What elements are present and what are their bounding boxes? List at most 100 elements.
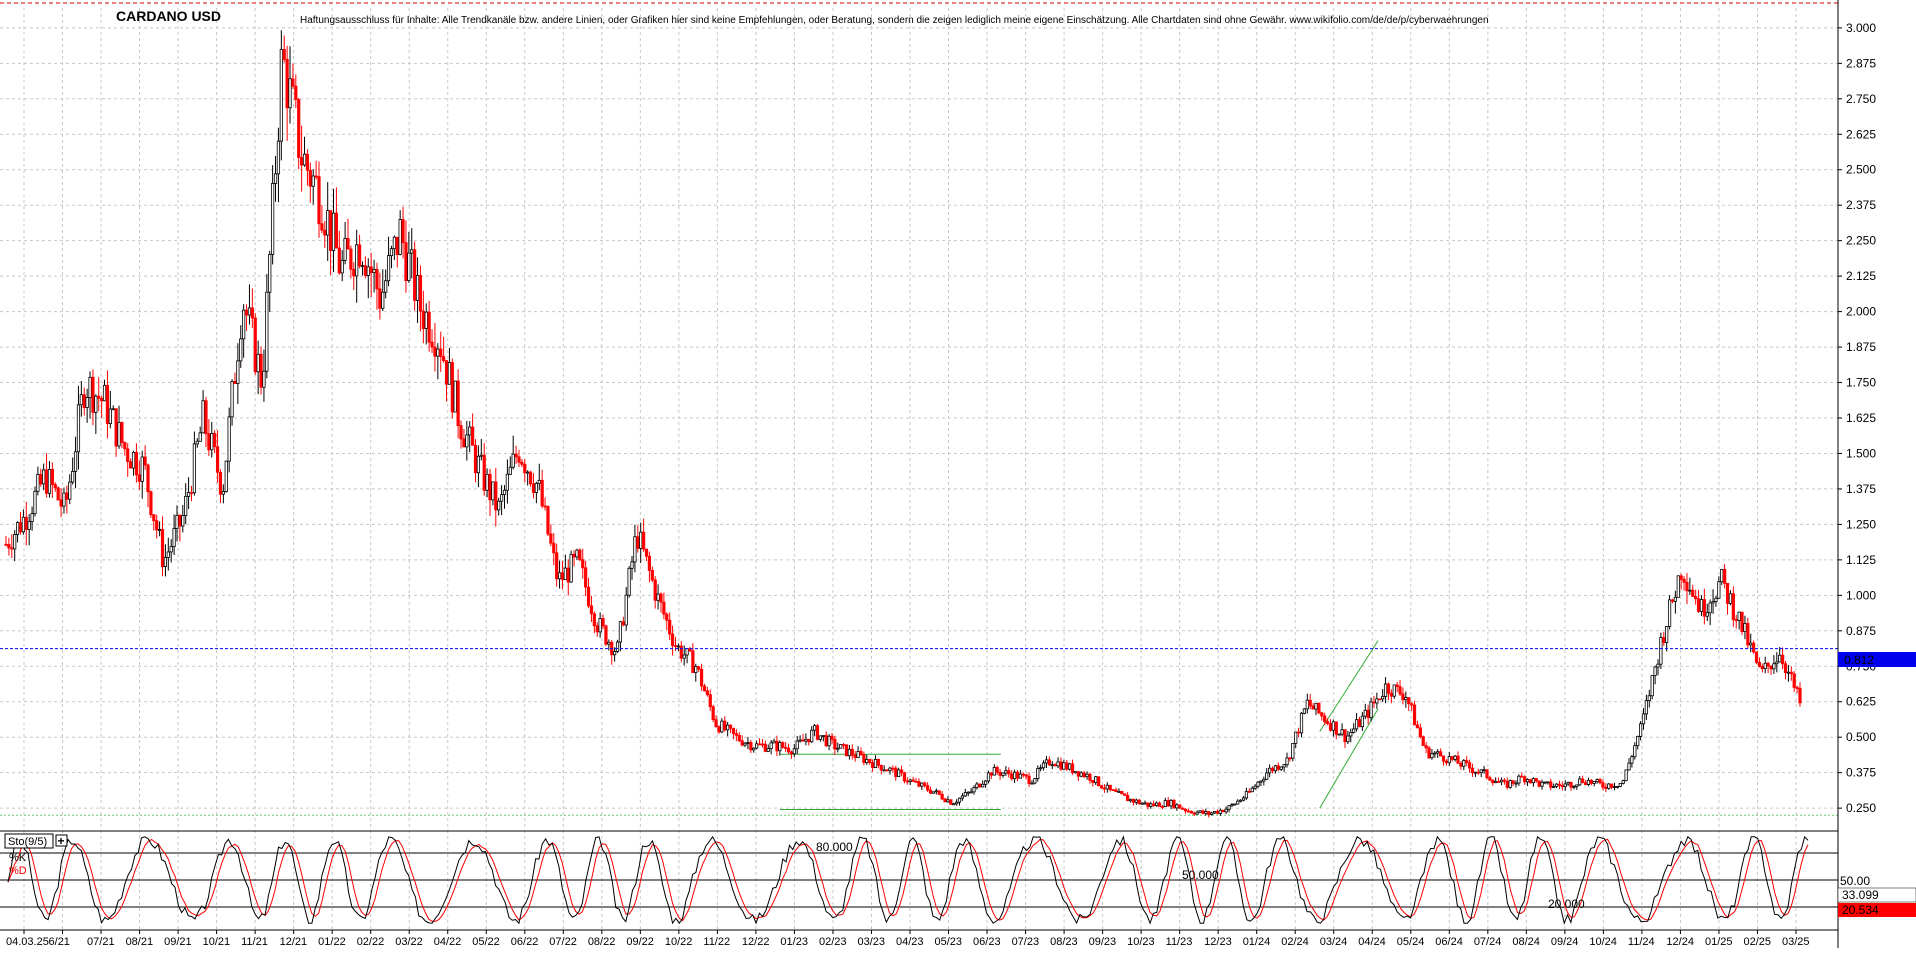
candle-body [1343,729,1347,743]
candle-body [940,793,944,800]
channel-line [1319,640,1379,732]
candle-body [352,268,356,277]
candle-body [1717,581,1721,599]
candle-body [62,492,66,507]
candle-body [711,706,715,720]
candle-body [1644,700,1648,715]
candle-body [1010,773,1014,780]
candle-body [1372,701,1376,704]
candle-body [630,561,634,569]
candle-body [224,460,228,492]
candle-body [111,408,115,411]
candle-body [1607,783,1611,789]
candle-body [813,725,817,731]
d-value: 20.534 [1842,903,1879,917]
price-tick-label: 1.125 [1846,553,1876,567]
candle-body [960,795,965,799]
candle-body [894,767,898,777]
candle-body [789,751,794,755]
candle-body [757,743,762,746]
candle-body [1586,779,1591,785]
candle-body [285,59,289,109]
add-indicator-button[interactable] [55,834,68,847]
candle-body [355,244,359,277]
candle-body [723,720,727,731]
candle-body [841,744,846,746]
candle-body [186,492,191,497]
candle-body [88,376,92,398]
candle-body [1378,698,1382,701]
candle-body [598,618,602,633]
candle-body [1499,779,1504,783]
candle-body [508,466,512,475]
candle-body [926,785,930,791]
candle-body [531,483,536,493]
candle-body [329,210,333,251]
candle-body [155,520,159,531]
candle-body [392,236,396,250]
candle-body [473,444,478,474]
candle-body [491,481,495,501]
candle-body [966,791,970,794]
candle-body [572,553,576,558]
candle-body [1328,723,1333,731]
candle-body [1618,782,1622,787]
candle-body [1662,637,1666,643]
candle-body [1012,771,1017,780]
candle-body [1734,619,1738,621]
price-tick-label: 2.500 [1846,163,1876,177]
candle-body [775,740,779,752]
candle-body [928,789,933,794]
candle-body [1331,721,1335,731]
candle-body [1004,770,1008,774]
candle-body [1546,781,1550,784]
candle-body [1496,781,1501,783]
time-tick-label: 01/22 [318,936,346,948]
candle-body [395,236,399,255]
plus-icon: + [58,834,65,848]
candle-body [372,269,376,273]
candle-body [847,748,851,757]
time-tick-label: 05/23 [935,936,963,948]
candle-body [639,531,643,549]
candle-body [534,482,538,493]
candle-body [673,645,678,647]
time-tick-label: 10/23 [1127,936,1155,948]
time-tick-label: 04/24 [1358,936,1386,948]
stochastic-k-line [7,835,1809,925]
candle-body [1485,769,1489,779]
candle-body [323,229,327,236]
candle-body [1615,785,1620,788]
candle-body [665,613,669,621]
candle-body [1172,799,1176,809]
time-tick-label: 05/24 [1397,936,1425,948]
candle-body [1578,778,1582,786]
candle-body [360,265,365,268]
time-tick-label: 02/24 [1281,936,1309,948]
candle-body [204,400,208,435]
candle-body [317,176,321,225]
candle-body [827,735,831,747]
candle-body [1317,702,1321,714]
candle-body [82,394,86,408]
candle-body [1450,756,1454,760]
candle-body [891,767,895,770]
candle-body [331,212,336,251]
candle-body [647,555,652,571]
candle-body [1630,756,1634,764]
candle-body [662,601,666,615]
stochastic-label-box[interactable] [4,833,54,849]
candle-body [137,474,141,482]
candle-body [476,455,481,474]
candle-body [120,422,124,444]
candle-body [100,398,104,402]
candle-body [833,738,837,750]
time-tick-label: 12/22 [742,936,770,948]
candle-body [1769,665,1773,670]
candle-body [920,782,924,787]
candle-body [340,259,344,274]
candle-body [1285,757,1289,766]
candle-body [1294,731,1298,744]
d-legend: %D [9,865,27,877]
candle-body [1682,578,1686,583]
